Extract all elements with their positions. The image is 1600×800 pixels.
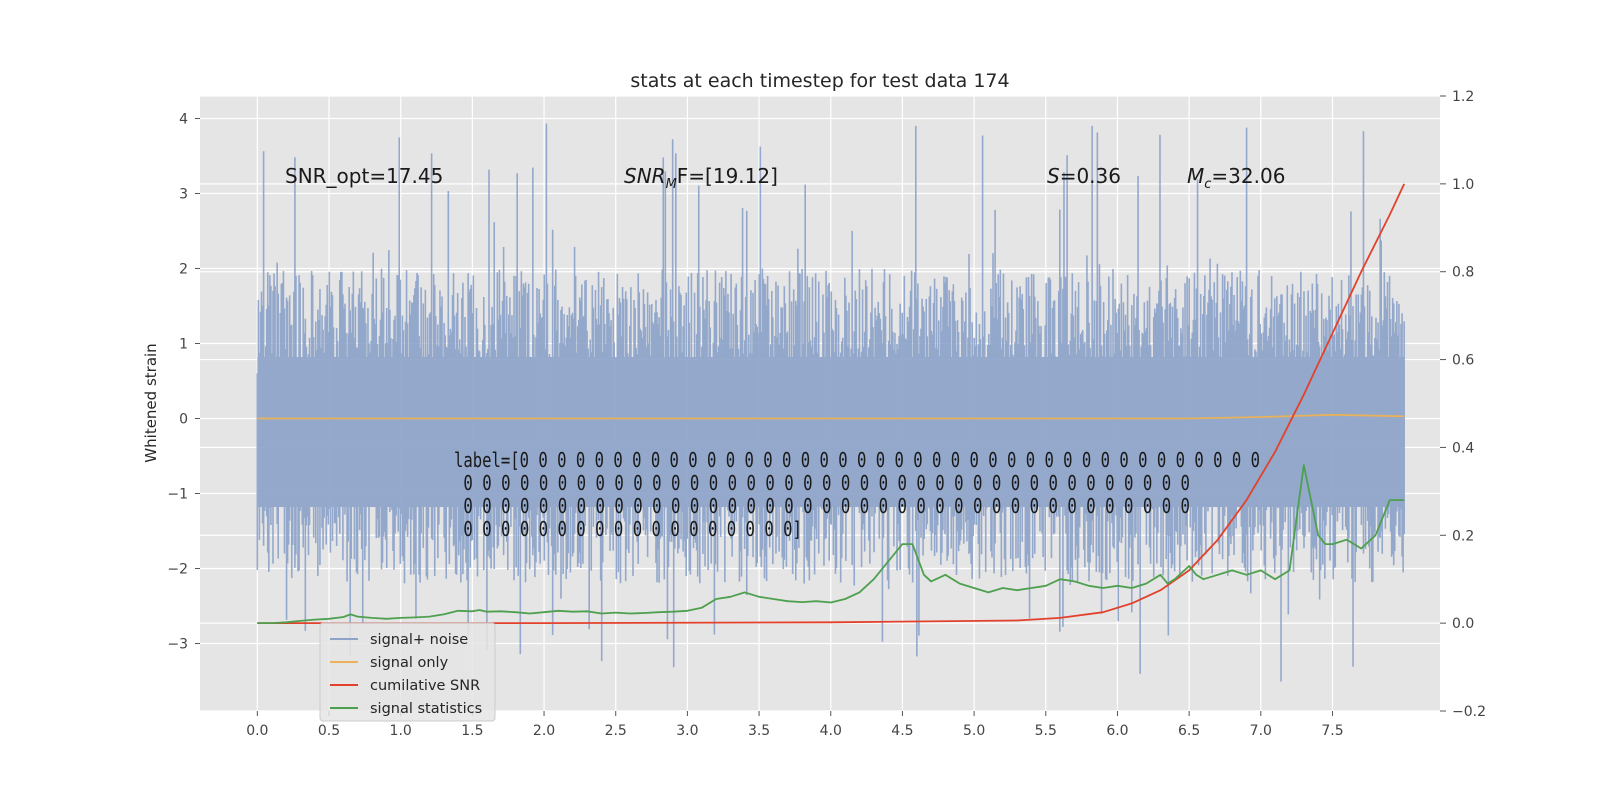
series-line-cumilative-snr xyxy=(257,183,1406,624)
y2-tick-label: 0.0 xyxy=(1452,616,1474,632)
y2-tick-label: 0.8 xyxy=(1452,265,1474,281)
y-tick-label: −3 xyxy=(167,637,188,653)
y-tick-label: −2 xyxy=(167,562,188,578)
x-tick-label: 6.0 xyxy=(1106,723,1128,739)
label-line-4: 0 0 0 0 0 0 0 0 0 0 0 0 0 0 0 0 0 0] xyxy=(454,517,802,541)
label-line-2: 0 0 0 0 0 0 0 0 0 0 0 0 0 0 0 0 0 0 0 0 … xyxy=(454,471,1190,495)
signal-noise-series xyxy=(256,123,1405,682)
annotation-snr-mf: SNRMF=[19.12] xyxy=(624,164,778,192)
y-tick-label: 0 xyxy=(179,412,188,428)
annotations: SNR_opt=17.45 SNRMF=[19.12] S=0.36 Mc=32… xyxy=(285,164,1285,192)
y2-tick-label: 0.4 xyxy=(1452,440,1474,456)
x-tick-label: 1.0 xyxy=(390,723,412,739)
x-tick-label: 2.0 xyxy=(533,723,555,739)
y2-tick-label: 0.2 xyxy=(1452,528,1474,544)
x-tick-label: 3.0 xyxy=(676,723,698,739)
annotation-mc: Mc=32.06 xyxy=(1187,164,1285,192)
y2-tick-label: −0.2 xyxy=(1452,704,1486,720)
label-line-1: label=[0 0 0 0 0 0 0 0 0 0 0 0 0 0 0 0 0… xyxy=(454,448,1260,472)
legend-label-signal-noise: signal+ noise xyxy=(370,632,468,648)
legend-label-signal-statistics: signal statistics xyxy=(370,701,482,717)
y2-tick-label: 1.0 xyxy=(1452,177,1474,193)
x-tick-label: 2.5 xyxy=(605,723,627,739)
legend-label-cumilative-snr: cumilative SNR xyxy=(370,678,480,694)
x-tick-label: 6.5 xyxy=(1178,723,1200,739)
x-tick-label: 7.0 xyxy=(1250,723,1272,739)
x-tick-label: 4.0 xyxy=(820,723,842,739)
x-tick-label: 0.5 xyxy=(318,723,340,739)
x-tick-label: 5.0 xyxy=(963,723,985,739)
legend-label-signal-only: signal only xyxy=(370,655,449,671)
label-annotation: label=[0 0 0 0 0 0 0 0 0 0 0 0 0 0 0 0 0… xyxy=(454,448,1260,541)
series-line-signal-statistics xyxy=(257,464,1405,624)
y-tick-label: 2 xyxy=(179,262,188,278)
x-tick-label: 3.5 xyxy=(748,723,770,739)
x-tick-label: 1.5 xyxy=(461,723,483,739)
y-tick-label: 4 xyxy=(179,112,188,128)
label-line-3: 0 0 0 0 0 0 0 0 0 0 0 0 0 0 0 0 0 0 0 0 … xyxy=(454,494,1190,518)
x-tick-label: 0.0 xyxy=(246,723,268,739)
y-tick-label: 1 xyxy=(179,337,188,353)
noise-band xyxy=(257,357,1405,507)
y-tick-label: 3 xyxy=(179,187,188,203)
annotation-snr-opt: SNR_opt=17.45 xyxy=(285,164,443,188)
line-series xyxy=(257,183,1406,624)
y2-axis-ticks: 1.2 1.0 0.8 0.6 0.4 0.2 0.0 −0.2 xyxy=(1440,89,1486,720)
legend: signal+ noise signal only cumilative SNR… xyxy=(319,622,496,722)
y2-tick-label: 0.6 xyxy=(1452,353,1474,369)
y2-tick-label: 1.2 xyxy=(1452,89,1474,105)
y-tick-label: −1 xyxy=(167,487,188,503)
x-tick-label: 5.5 xyxy=(1035,723,1057,739)
x-tick-label: 4.5 xyxy=(891,723,913,739)
y-axis-label: Whitened strain xyxy=(142,343,160,462)
y-axis-ticks: 4 3 2 1 0 −1 −2 −3 xyxy=(167,112,200,653)
x-axis-ticks: 0.0 0.5 1.0 1.5 2.0 2.5 3.0 3.5 4.0 4.5 5.0 5.5 6.0 6… xyxy=(246,711,1344,739)
x-tick-label: 7.5 xyxy=(1321,723,1343,739)
annotation-s: S=0.36 xyxy=(1047,164,1121,188)
legend-box xyxy=(319,622,496,722)
series-line-signal-only xyxy=(257,413,1405,420)
chart-title: stats at each timestep for test data 174 xyxy=(630,70,1009,92)
